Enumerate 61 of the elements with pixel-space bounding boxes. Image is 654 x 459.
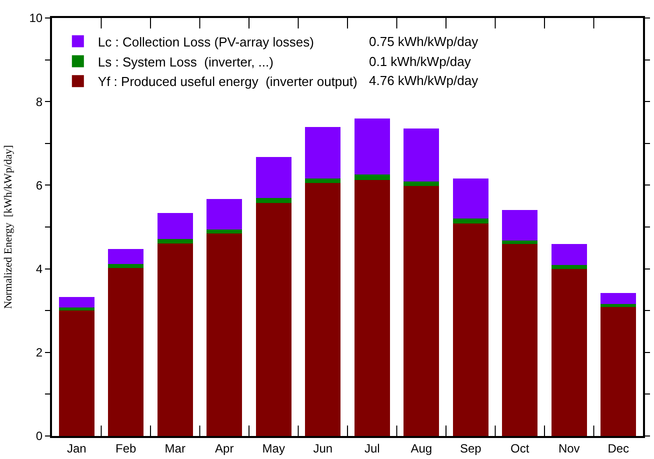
bar <box>502 210 538 240</box>
bar <box>157 243 193 436</box>
bar <box>551 244 587 266</box>
bar <box>502 240 538 244</box>
bar <box>157 212 193 240</box>
bar <box>354 180 390 436</box>
bar <box>452 178 488 219</box>
bar <box>206 233 242 436</box>
x-tick-label: Apr <box>215 441 234 456</box>
bar <box>206 198 242 230</box>
bar <box>256 198 292 203</box>
y-tick-label: 4 <box>36 262 43 276</box>
bar <box>256 156 292 198</box>
bar <box>502 244 538 436</box>
x-tick-label: Jun <box>313 441 333 456</box>
bar <box>452 224 488 436</box>
y-tick-label: 8 <box>36 94 43 109</box>
bar <box>551 265 587 269</box>
x-tick-label: Nov <box>558 441 580 456</box>
bar <box>404 186 440 436</box>
x-tick-label: Oct <box>510 441 530 456</box>
bar <box>551 268 587 436</box>
x-tick-label: Sep <box>460 441 482 456</box>
bar <box>58 308 94 311</box>
bar <box>354 118 390 174</box>
bar <box>58 310 94 436</box>
bar <box>404 128 440 182</box>
x-tick-label: Mar <box>164 441 186 456</box>
bar <box>600 304 636 307</box>
bar <box>354 174 390 180</box>
x-tick-label: Feb <box>116 441 137 456</box>
x-tick-label: Aug <box>410 441 432 456</box>
y-tick-label: 6 <box>36 178 43 192</box>
y-tick-label: 2 <box>36 346 43 360</box>
bar <box>305 183 341 436</box>
bar <box>256 202 292 436</box>
y-axis-title: Normalized Energy [kWh/kWp/day] <box>2 145 14 309</box>
bar <box>452 218 488 224</box>
bar <box>108 268 144 436</box>
bar <box>108 249 144 264</box>
y-tick-label: 0 <box>36 429 43 444</box>
legend-label: Ls : System Loss (inverter, ...) <box>98 54 274 70</box>
bar <box>404 181 440 186</box>
bar <box>108 264 144 268</box>
y-tick-label: 10 <box>29 11 43 26</box>
annotation: 0.75 kWh/kWp/day <box>369 34 479 49</box>
legend-label: Lc : Collection Loss (PV-array losses) <box>98 34 314 50</box>
annotation: 4.76 kWh/kWp/day <box>369 73 479 88</box>
bar <box>305 178 341 184</box>
x-tick-label: May <box>262 441 285 456</box>
x-tick-label: Jul <box>364 441 380 456</box>
x-tick-label: Dec <box>608 441 630 456</box>
bar <box>58 297 94 308</box>
bar <box>600 306 636 436</box>
bar <box>157 239 193 244</box>
bar <box>206 230 242 234</box>
legend-label: Yf : Produced useful energy (inverter output) <box>98 74 358 90</box>
annotation: 0.1 kWh/kWp/day <box>369 54 472 69</box>
bar <box>600 293 636 304</box>
bar <box>305 127 341 179</box>
x-tick-label: Jan <box>66 441 86 456</box>
